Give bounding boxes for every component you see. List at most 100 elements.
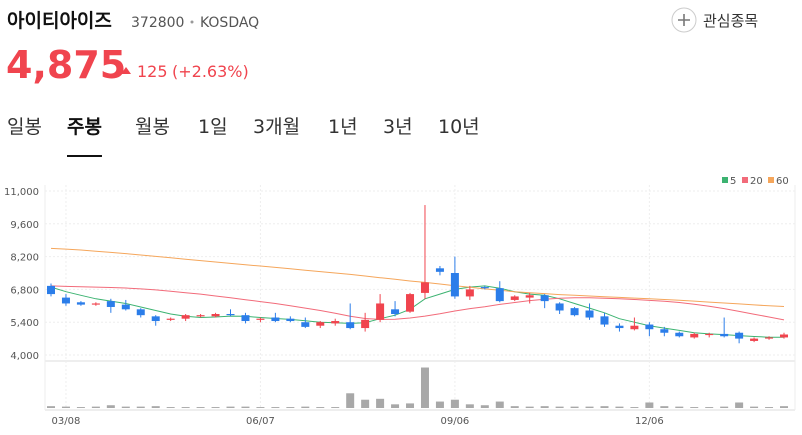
volume-bar — [316, 407, 325, 408]
candle-body — [480, 287, 489, 289]
legend-label: 60 — [776, 176, 789, 187]
volume-bar — [570, 406, 579, 408]
volume-bar — [420, 367, 429, 408]
chart: 4,000 5,400 6,800 8,200 9,600 11,000 03/08 06/0… — [4, 176, 796, 427]
candle-body — [316, 322, 325, 326]
volume-bar — [301, 406, 310, 408]
volume-bar — [91, 406, 100, 408]
candle-body — [76, 302, 85, 305]
candle-body — [615, 325, 624, 329]
stock-code: 372800 — [131, 15, 184, 31]
tab[interactable]: 1일 — [198, 116, 228, 138]
volume-bar — [660, 406, 669, 408]
volume-bar — [406, 403, 415, 408]
candle-body — [376, 303, 385, 320]
volume-bar — [630, 407, 639, 408]
volume-bar — [106, 405, 115, 408]
candle-body — [660, 329, 669, 333]
candle-body — [495, 288, 504, 302]
volume-bar — [121, 406, 130, 408]
candle-body — [226, 314, 235, 316]
tab[interactable]: 3년 — [383, 116, 413, 138]
volume-bar — [136, 406, 145, 408]
candle-body — [196, 315, 205, 317]
volume-bar — [480, 405, 489, 408]
ma-line — [50, 247, 785, 307]
y-tick-label: 4,000 — [10, 351, 39, 362]
tab[interactable]: 월봉 — [135, 116, 170, 138]
tab[interactable]: 10년 — [438, 116, 480, 138]
volume-bar — [510, 406, 519, 408]
tab[interactable]: 주봉 — [67, 116, 102, 138]
watch-label[interactable]: 관심종목 — [703, 12, 758, 30]
candle-body — [435, 268, 444, 272]
candle-body — [166, 318, 175, 320]
candle-body — [675, 332, 684, 337]
legend-label: 5 — [730, 176, 736, 187]
x-tick-label: 03/08 — [52, 416, 81, 427]
candle-body — [570, 308, 579, 316]
volume-bar — [450, 399, 459, 408]
y-tick-label: 11,000 — [4, 187, 39, 198]
volume-bar — [61, 406, 70, 408]
up-arrow — [121, 67, 131, 74]
candle-body — [331, 321, 340, 324]
candle-body — [735, 332, 744, 339]
volume-bar — [675, 406, 684, 408]
candle-body — [690, 333, 699, 338]
volume-bar — [391, 404, 400, 408]
volume-bar — [376, 398, 385, 408]
volume-bar — [540, 406, 549, 408]
volume-bar — [346, 393, 355, 408]
candle-body — [256, 318, 265, 320]
y-tick-label: 5,400 — [10, 318, 39, 329]
candle-body — [136, 309, 145, 316]
candle-body — [780, 334, 788, 338]
tab-underline — [67, 155, 102, 157]
candle-body — [91, 303, 100, 305]
volume-bar — [181, 407, 190, 408]
candle-body — [750, 338, 759, 341]
volume-bar — [151, 406, 160, 408]
volume-bar — [286, 407, 295, 408]
candle-body — [406, 294, 415, 312]
volume-bar — [615, 406, 624, 408]
candle-body — [630, 325, 639, 330]
period-tabs: 일봉 주봉 월봉 1일 3개월 1년 3년 10년 — [7, 116, 480, 157]
candle-body — [301, 322, 310, 327]
volume-bar — [76, 407, 85, 408]
volume-bar — [645, 402, 654, 408]
volume-bar — [361, 399, 370, 408]
volume-bar — [256, 407, 265, 408]
tab[interactable]: 일봉 — [7, 116, 42, 138]
change: 125 — [137, 62, 168, 81]
candle-body — [346, 322, 355, 329]
volume-bar — [435, 401, 444, 408]
plus — [678, 14, 690, 26]
candle-body — [391, 309, 400, 314]
candle-body — [181, 315, 190, 319]
watch-button[interactable]: 관심종목 — [671, 7, 758, 33]
candle-body — [765, 337, 774, 339]
candle-body — [525, 295, 534, 298]
candle-body — [211, 314, 220, 317]
volume-bar — [226, 406, 235, 408]
volume-bar — [585, 406, 594, 408]
stock-name: 아이티아이즈 — [7, 10, 112, 32]
volume-bar — [600, 406, 609, 408]
x-tick-label: 12/06 — [635, 416, 664, 427]
volume-bar — [705, 407, 714, 408]
tab[interactable]: 3개월 — [253, 116, 300, 138]
legend-label: 20 — [750, 176, 763, 187]
change-pct: (+2.63%) — [172, 62, 249, 81]
volume-bar — [780, 406, 788, 408]
candle-body — [271, 317, 280, 322]
volume-bar — [750, 406, 759, 408]
candle-body — [361, 319, 370, 329]
y-tick-label: 6,800 — [10, 285, 39, 296]
candle-body — [47, 285, 55, 295]
tab[interactable]: 1년 — [328, 116, 358, 138]
x-tick-label: 06/07 — [246, 416, 275, 427]
